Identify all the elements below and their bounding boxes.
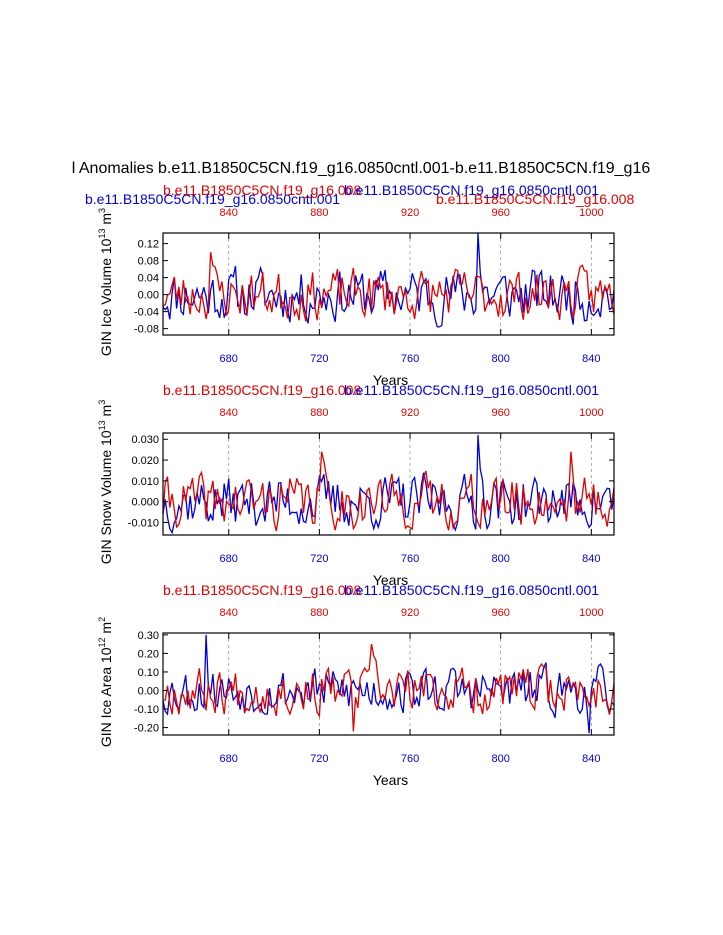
x-tick-label-bottom: 760 [401, 353, 419, 365]
x-tick-label-top: 920 [401, 407, 419, 419]
panels: b.e11.B1850C5CN.f19_g16.008b.e11.B1850C5… [97, 182, 615, 788]
x-tick-label-top: 1000 [579, 407, 603, 419]
x-tick-label-bottom: 680 [220, 753, 238, 765]
x-tick-label-bottom: 760 [401, 753, 419, 765]
y-tick-label: -0.010 [128, 518, 159, 530]
y-tick-label: 0.30 [138, 630, 159, 642]
x-tick-label-top: 960 [492, 607, 510, 619]
x-tick-label-bottom: 720 [310, 353, 328, 365]
y-tick-label: 0.000 [131, 497, 159, 509]
x-tick-label-top: 840 [220, 607, 238, 619]
panel-title-red: b.e11.B1850C5CN.f19_g16.008 [163, 582, 361, 598]
x-tick-label-bottom: 800 [492, 553, 510, 565]
x-axis-label: Years [373, 572, 408, 588]
panel-title-blue: b.e11.B1850C5CN.f19_g16.0850cntl.001 [344, 382, 599, 398]
x-axis-label: Years [373, 372, 408, 388]
y-axis-label: GIN Snow Volume 1013 m3 [97, 400, 114, 564]
x-tick-label-bottom: 760 [401, 553, 419, 565]
x-tick-label-bottom: 840 [582, 753, 600, 765]
x-tick-label-top: 920 [401, 607, 419, 619]
series-line-blue [162, 634, 615, 734]
x-tick-label-bottom: 720 [310, 753, 328, 765]
series-line-red [162, 251, 615, 322]
panel-1: b.e11.B1850C5CN.f19_g16.008b.e11.B1850C5… [97, 182, 615, 388]
y-tick-label: -0.20 [134, 723, 159, 735]
x-tick-label-bottom: 720 [310, 553, 328, 565]
y-tick-label: -0.04 [134, 307, 159, 319]
panel-title-red: b.e11.B1850C5CN.f19_g16.008 [163, 382, 361, 398]
y-tick-label: 0.20 [138, 648, 159, 660]
plot-frame [162, 432, 615, 536]
y-tick-label: -0.08 [134, 324, 159, 336]
y-tick-label: 0.00 [138, 685, 159, 697]
x-tick-label-top: 840 [220, 207, 238, 219]
y-tick-label: -0.10 [134, 704, 159, 716]
y-tick-label: 0.00 [138, 290, 159, 302]
x-tick-label-top: 1000 [579, 607, 603, 619]
x-tick-label-bottom: 800 [492, 353, 510, 365]
x-tick-label-top: 960 [492, 407, 510, 419]
y-tick-label: 0.010 [131, 476, 159, 488]
y-tick-label: 0.020 [131, 455, 159, 467]
x-tick-label-top: 1000 [579, 207, 603, 219]
y-tick-label: 0.12 [138, 239, 159, 251]
series-line-red [162, 451, 615, 532]
panel-2: b.e11.B1850C5CN.f19_g16.008b.e11.B1850C5… [97, 382, 615, 588]
x-tick-label-bottom: 840 [582, 353, 600, 365]
x-axis-label: Years [373, 772, 408, 788]
y-tick-label: 0.030 [131, 434, 159, 446]
y-tick-label: 0.04 [138, 273, 159, 285]
y-axis-label: GIN Ice Area 1012 m2 [97, 617, 114, 747]
x-tick-label-top: 880 [310, 207, 328, 219]
series-line-blue [162, 435, 615, 535]
series-line-red [162, 643, 615, 732]
x-tick-label-top: 880 [310, 607, 328, 619]
plot-frame [162, 632, 615, 736]
y-tick-label: 0.08 [138, 256, 159, 268]
x-tick-label-top: 960 [492, 207, 510, 219]
x-tick-label-top: 880 [310, 407, 328, 419]
x-tick-label-top: 920 [401, 207, 419, 219]
legend-blue-top: b.e11.B1850C5CN.f19_g16.0850cntl.001 [85, 191, 340, 207]
y-axis-label: GIN Ice Volume 1013 m3 [97, 208, 114, 356]
figure-title: l Anomalies b.e11.B1850C5CN.f19_g16.0850… [72, 160, 651, 177]
x-tick-label-bottom: 800 [492, 753, 510, 765]
x-tick-label-bottom: 840 [582, 553, 600, 565]
panel-title-blue: b.e11.B1850C5CN.f19_g16.0850cntl.001 [344, 582, 599, 598]
panel-title-red: b.e11.B1850C5CN.f19_g16.008 [163, 182, 361, 198]
x-tick-label-top: 840 [220, 407, 238, 419]
panel-3: b.e11.B1850C5CN.f19_g16.008b.e11.B1850C5… [97, 582, 615, 788]
x-tick-label-bottom: 680 [220, 353, 238, 365]
x-tick-label-bottom: 680 [220, 553, 238, 565]
y-tick-label: 0.10 [138, 667, 159, 679]
legend-red-top: b.e11.B1850C5CN.f19_g16.008 [436, 191, 634, 207]
panel-title-blue: b.e11.B1850C5CN.f19_g16.0850cntl.001 [344, 182, 599, 198]
plot-frame [162, 232, 615, 336]
